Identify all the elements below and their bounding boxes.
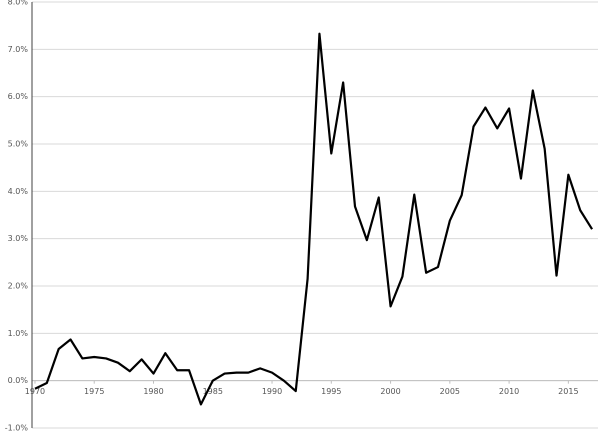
- x-tick-label: 1980: [143, 387, 163, 396]
- y-tick-label: 3.0%: [8, 234, 29, 243]
- y-tick-label: 6.0%: [8, 92, 29, 101]
- x-tick-label: 2000: [380, 387, 400, 396]
- y-tick-label: 1.0%: [8, 329, 29, 338]
- x-tick-label: 2010: [499, 387, 519, 396]
- y-tick-label: -1.0%: [5, 424, 29, 431]
- x-tick-label: 1975: [84, 387, 104, 396]
- data-line: [34, 32, 594, 406]
- x-tick-label: 1970: [25, 387, 45, 396]
- y-tick-label: 5.0%: [8, 140, 29, 149]
- x-tick-label: 2005: [440, 387, 460, 396]
- y-tick-label: 8.0%: [8, 0, 29, 7]
- x-tick-label: 2015: [558, 387, 578, 396]
- x-tick-label: 1990: [262, 387, 282, 396]
- y-tick-label: 2.0%: [8, 282, 29, 291]
- y-tick-label: 4.0%: [8, 187, 29, 196]
- x-tick-label: 1985: [203, 387, 223, 396]
- y-tick-label: 7.0%: [8, 45, 29, 54]
- x-tick-label: 1995: [321, 387, 341, 396]
- y-tick-label: 0.0%: [8, 376, 29, 385]
